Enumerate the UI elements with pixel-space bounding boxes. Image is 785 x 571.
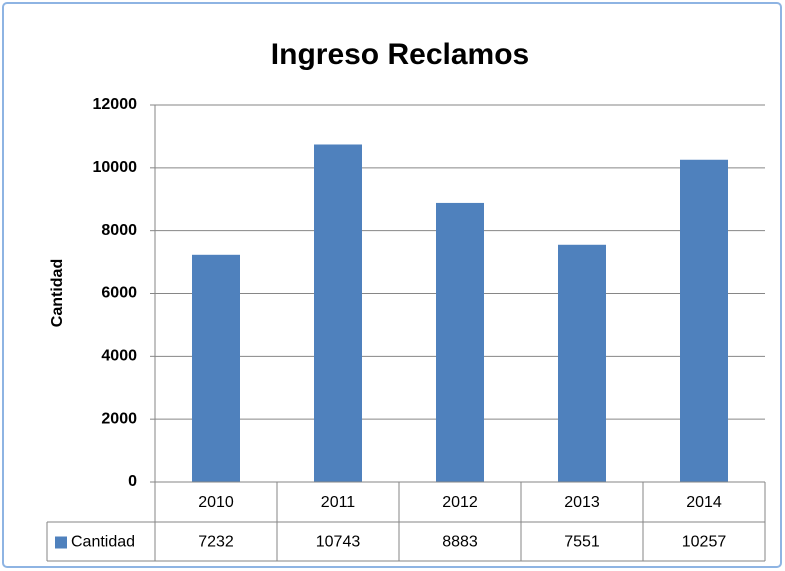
- bar: [192, 254, 240, 482]
- bar: [436, 202, 484, 482]
- legend-label: Cantidad: [71, 534, 135, 551]
- y-tick-label: 0: [128, 473, 137, 490]
- x-tick-label: 2013: [564, 494, 600, 511]
- x-tick-label: 2010: [198, 494, 234, 511]
- bar: [314, 144, 362, 482]
- bar: [558, 244, 606, 482]
- y-tick-label: 4000: [101, 348, 137, 365]
- data-table-value: 10257: [682, 534, 727, 551]
- data-table-value: 8883: [442, 534, 478, 551]
- y-tick-label: 6000: [101, 285, 137, 302]
- data-table-value: 10743: [316, 534, 361, 551]
- y-tick-label: 2000: [101, 410, 137, 427]
- x-tick-label: 2012: [442, 494, 478, 511]
- y-tick-label: 10000: [93, 159, 138, 176]
- data-table-value: 7232: [198, 534, 234, 551]
- y-tick-label: 8000: [101, 222, 137, 239]
- data-table-value: 7551: [564, 534, 600, 551]
- legend-key: [55, 536, 67, 549]
- y-axis-title: Cantidad: [49, 259, 66, 327]
- chart-title: Ingreso Reclamos: [271, 38, 529, 71]
- x-tick-label: 2011: [321, 494, 356, 511]
- x-tick-label: 2014: [686, 494, 722, 511]
- bar: [680, 159, 728, 482]
- y-tick-label: 12000: [93, 96, 138, 113]
